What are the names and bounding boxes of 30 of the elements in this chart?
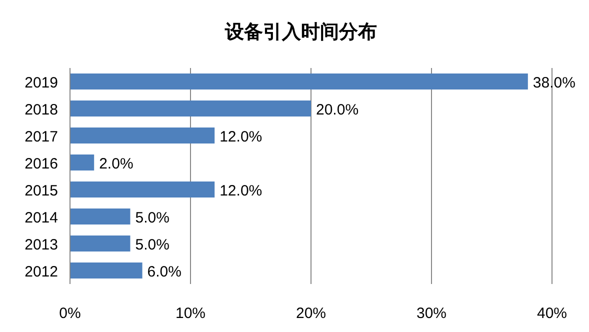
y-tick-label: 2016: [24, 156, 58, 172]
data-label: 2.0%: [99, 156, 134, 172]
y-tick-label: 2012: [24, 264, 58, 280]
bar: [70, 182, 215, 198]
bar: [70, 154, 94, 170]
data-label: 6.0%: [147, 264, 182, 280]
data-label: 20.0%: [316, 102, 359, 118]
data-label: 5.0%: [135, 210, 170, 226]
bar: [70, 262, 142, 278]
data-label: 12.0%: [220, 128, 262, 146]
data-label: 5.0%: [135, 236, 170, 254]
chart-title: 设备引入时间分布: [224, 21, 377, 43]
bar: [70, 128, 215, 144]
y-tick-label: 2019: [24, 74, 58, 92]
x-tick-label: 20%: [296, 305, 326, 322]
data-label: 38.0%: [532, 74, 576, 92]
y-tick-label: 2018: [24, 102, 58, 118]
bar: [70, 236, 130, 252]
x-tick-label: 30%: [416, 305, 447, 322]
y-tick-label: 2015: [24, 182, 58, 200]
bar: [70, 74, 528, 90]
x-tick-label: 10%: [175, 305, 206, 322]
bar: [70, 208, 130, 224]
x-tick-label: 0%: [59, 305, 81, 322]
data-label: 12.0%: [220, 182, 262, 200]
x-tick-label: 40%: [536, 305, 568, 322]
y-tick-label: 2014: [24, 210, 58, 226]
bar: [70, 100, 311, 116]
y-tick-label: 2013: [24, 236, 58, 254]
y-tick-label: 2017: [24, 128, 58, 146]
